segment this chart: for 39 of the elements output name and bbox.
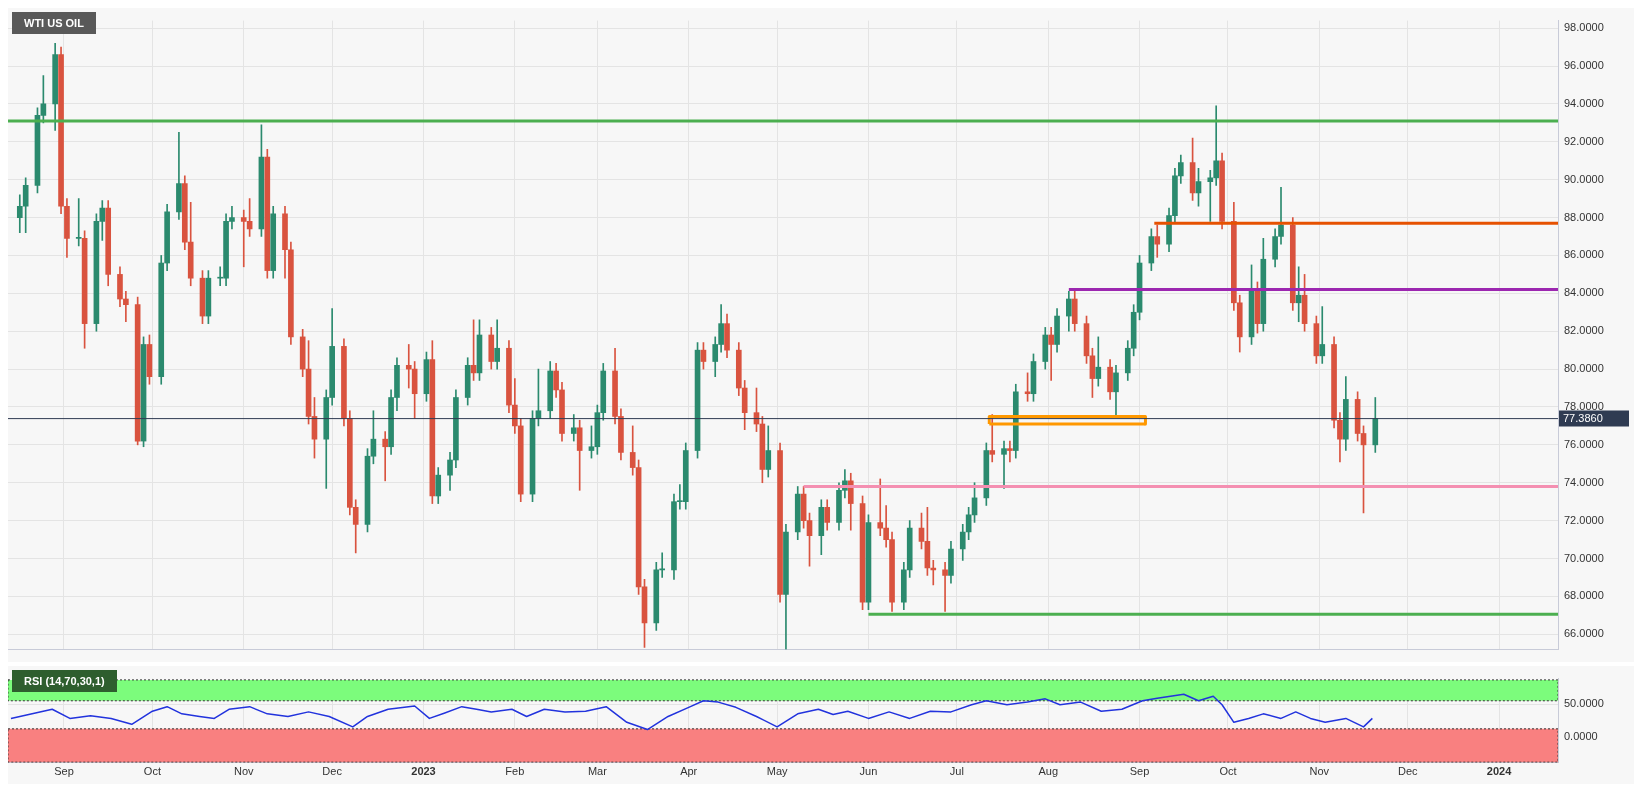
y-tick-label: 90.0000 <box>1564 172 1604 185</box>
y-tick-label: 70.0000 <box>1564 551 1604 564</box>
x-tick-label: Oct <box>1219 765 1237 778</box>
ref-line-label: 77.3860 <box>1563 411 1603 424</box>
y-tick-label: 68.0000 <box>1564 589 1604 602</box>
x-tick-label: Nov <box>1309 765 1330 778</box>
y-tick-label: 82.0000 <box>1564 324 1604 337</box>
chart-title: WTI US OIL <box>12 12 96 34</box>
y-tick-label: 72.0000 <box>1564 513 1604 526</box>
x-tick-label: 2023 <box>411 765 436 778</box>
y-tick-label: 92.0000 <box>1564 134 1604 147</box>
x-tick-label: Jun <box>859 765 878 778</box>
y-tick-label: 88.0000 <box>1564 210 1604 223</box>
y-tick-label: 86.0000 <box>1564 248 1604 261</box>
x-tick-label: Jul <box>949 765 964 778</box>
y-tick-label: 50.0000 <box>1564 697 1604 710</box>
x-tick-label: Oct <box>143 765 161 778</box>
x-tick-label: Dec <box>1397 765 1418 778</box>
y-tick-label: 96.0000 <box>1564 59 1604 72</box>
x-tick-label: Aug <box>1038 765 1058 778</box>
y-tick-label: 0.0000 <box>1564 729 1598 742</box>
x-tick-label: Sep <box>54 765 74 778</box>
x-tick-label: Apr <box>680 765 698 778</box>
x-tick-label: Dec <box>322 765 343 778</box>
y-tick-label: 76.0000 <box>1564 437 1604 450</box>
y-tick-label: 78.0000 <box>1564 400 1604 412</box>
y-tick-label: 98.0000 <box>1564 21 1604 34</box>
x-tick-label: May <box>766 765 788 778</box>
x-tick-label: Feb <box>505 765 525 778</box>
y-tick-label: 74.0000 <box>1564 475 1604 488</box>
y-tick-label: 80.0000 <box>1564 362 1604 375</box>
x-tick-label: 2024 <box>1486 765 1513 778</box>
y-tick-label: 66.0000 <box>1564 627 1604 640</box>
y-tick-label: 94.0000 <box>1564 96 1604 109</box>
chart-title: RSI (14,70,30,1) <box>12 670 117 692</box>
x-tick-label: Sep <box>1129 765 1150 778</box>
x-tick-label: Mar <box>587 765 608 778</box>
x-tick-label: Nov <box>233 765 255 778</box>
y-tick-label: 84.0000 <box>1564 286 1604 299</box>
